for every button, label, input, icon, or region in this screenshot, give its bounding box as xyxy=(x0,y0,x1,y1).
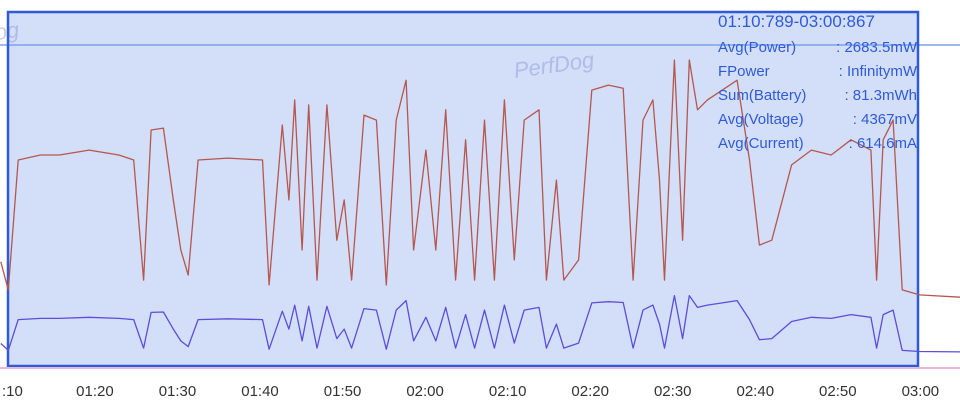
x-tick-label: 02:30 xyxy=(654,383,692,400)
x-tick-label: 02:40 xyxy=(737,383,775,400)
info-value: : InfinitymW xyxy=(839,63,918,80)
info-label: Avg(Power) xyxy=(718,39,796,56)
x-tick-label: 02:10 xyxy=(489,383,527,400)
info-value: : 614.6mA xyxy=(849,135,917,152)
x-tick-label: 02:00 xyxy=(406,383,444,400)
x-tick-label: 01:50 xyxy=(324,383,362,400)
x-axis: :10 01:20 01:30 01:40 01:50 02:00 02:10 02:20 02… xyxy=(2,383,939,400)
info-label: Avg(Current) xyxy=(718,135,804,152)
series-line xyxy=(0,294,960,353)
info-label: Avg(Voltage) xyxy=(718,111,804,128)
info-value: : 4367mV xyxy=(853,111,917,128)
series-line xyxy=(0,59,960,298)
info-value: : 81.3mWh xyxy=(844,87,917,104)
plot xyxy=(0,59,960,353)
info-panel: 01:10:789-03:00:867 Avg(Power) : 2683.5mW F… xyxy=(718,12,918,152)
x-tick-label: 02:20 xyxy=(571,383,609,400)
info-label: FPower xyxy=(718,63,770,80)
x-tick-label: 02:50 xyxy=(819,383,857,400)
x-tick-label: 03:00 xyxy=(902,383,940,400)
selection[interactable] xyxy=(6,10,920,368)
range-label: 01:10:789-03:00:867 xyxy=(718,12,875,31)
info-value: : 2683.5mW xyxy=(836,39,918,56)
x-tick-label: :10 xyxy=(2,383,23,400)
x-tick-label: 01:30 xyxy=(159,383,197,400)
x-tick-label: 01:40 xyxy=(241,383,279,400)
x-tick-label: 01:20 xyxy=(76,383,114,400)
info-label: Sum(Battery) xyxy=(718,87,806,104)
